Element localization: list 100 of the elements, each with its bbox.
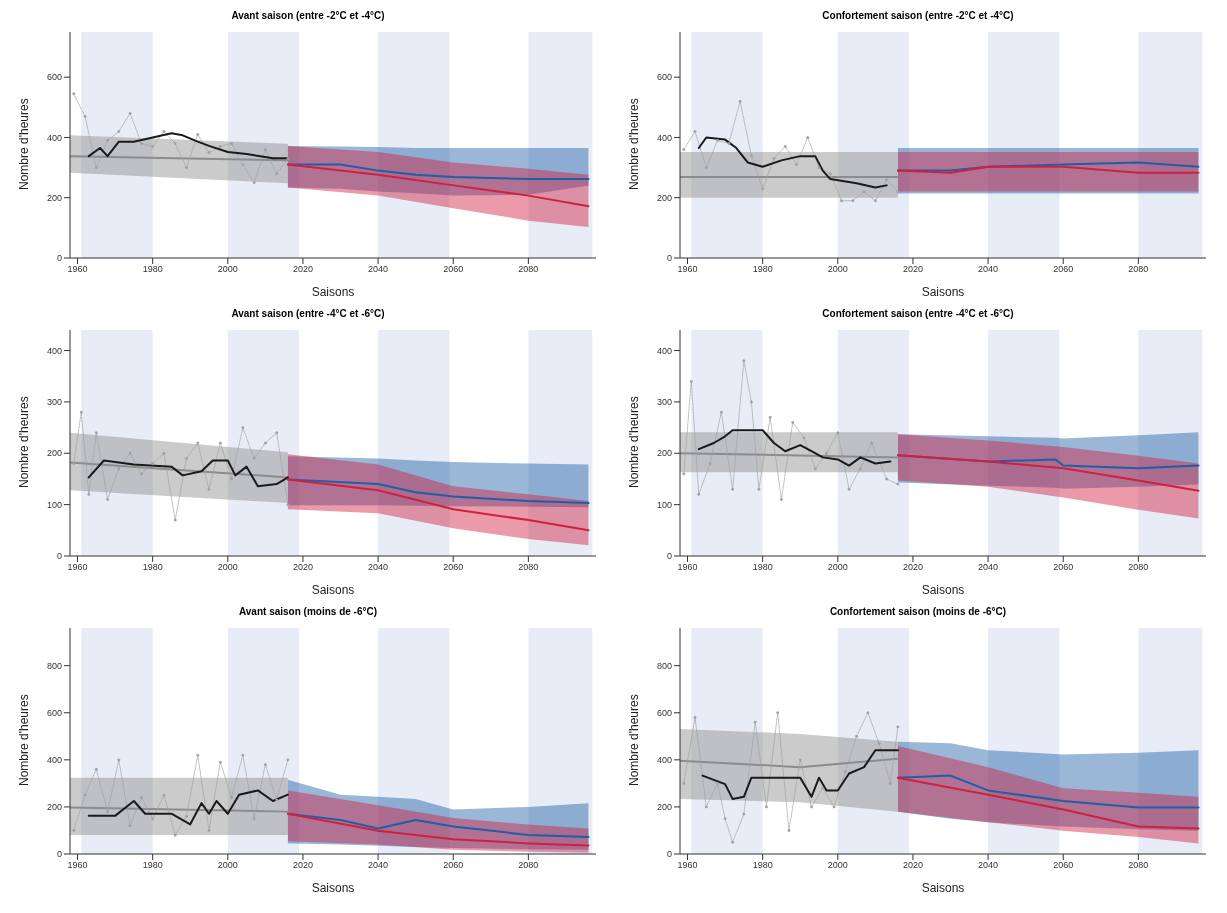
y-tick-label: 200: [656, 448, 672, 459]
y-tick-label: 0: [56, 551, 62, 562]
x-tick-label: 1980: [752, 860, 773, 871]
y-tick-label: 400: [656, 132, 672, 143]
y-tick-label: 400: [46, 132, 62, 143]
x-tick-label: 2080: [1128, 860, 1149, 871]
line-series: [286, 478, 590, 505]
line-series: [697, 136, 888, 189]
x-tick-label: 2020: [902, 562, 923, 573]
y-tick-label: 200: [46, 802, 62, 813]
y-tick-label: 400: [656, 345, 672, 356]
y-axis-title: Nombre d'heures: [17, 98, 32, 190]
y-tick-label: 400: [46, 755, 62, 766]
y-tick-label: 400: [656, 755, 672, 766]
y-tick-label: 200: [656, 192, 672, 203]
x-tick-label: 1960: [67, 562, 88, 573]
x-tick-label: 1960: [677, 264, 698, 275]
x-tick-label: 2000: [827, 562, 848, 573]
line-series: [286, 478, 590, 532]
line-series: [87, 789, 289, 826]
x-axis-title: Saisons: [311, 881, 355, 895]
x-tick-label: 2060: [1053, 860, 1074, 871]
y-tick-label: 200: [656, 802, 672, 813]
x-tick-label: 1960: [67, 264, 88, 275]
line-series: [87, 459, 289, 488]
x-tick-label: 1980: [142, 562, 163, 573]
x-tick-label: 2060: [443, 562, 464, 573]
y-tick-label: 0: [56, 849, 62, 860]
y-tick-label: 200: [46, 448, 62, 459]
x-tick-label: 2040: [978, 860, 999, 871]
x-tick-label: 2060: [443, 264, 464, 275]
y-axis-title: Nombre d'heures: [627, 694, 642, 786]
chart-title: Confortement saison (moins de -6°C): [828, 605, 1008, 619]
x-tick-label: 2080: [1128, 264, 1149, 275]
y-axis-title: Nombre d'heures: [17, 694, 32, 786]
x-tick-label: 2020: [292, 562, 313, 573]
x-tick-label: 1980: [752, 562, 773, 573]
x-axis-title: Saisons: [921, 583, 965, 597]
x-axis-title: Saisons: [311, 285, 355, 299]
line-series: [286, 812, 590, 847]
x-tick-label: 2060: [1053, 562, 1074, 573]
y-tick-label: 400: [46, 345, 62, 356]
y-tick-label: 0: [666, 253, 672, 264]
x-tick-label: 2000: [217, 860, 238, 871]
y-axis-title: Nombre d'heures: [627, 98, 642, 190]
x-tick-label: 2040: [978, 264, 999, 275]
x-tick-label: 2040: [368, 562, 389, 573]
y-tick-label: 600: [46, 707, 62, 718]
y-tick-label: 0: [56, 253, 62, 264]
x-tick-label: 1960: [677, 562, 698, 573]
chart-title: Avant saison (entre -4°C et -6°C): [230, 307, 386, 321]
line-series: [701, 749, 899, 800]
x-tick-label: 2080: [518, 860, 539, 871]
x-tick-label: 2000: [217, 562, 238, 573]
y-tick-label: 300: [46, 397, 62, 408]
y-tick-label: 0: [666, 849, 672, 860]
x-tick-label: 2060: [443, 860, 464, 871]
x-tick-label: 1980: [142, 264, 163, 275]
x-tick-label: 2020: [902, 860, 923, 871]
line-series: [682, 711, 900, 844]
chart-title: Confortement saison (entre -4°C et -6°C): [821, 307, 1015, 321]
x-tick-label: 1980: [142, 860, 163, 871]
line-series: [286, 163, 590, 208]
chart-title: Avant saison (entre -2°C et -4°C): [230, 9, 386, 23]
line-series: [896, 454, 1200, 492]
x-tick-label: 2040: [978, 562, 999, 573]
x-tick-label: 2080: [518, 562, 539, 573]
x-tick-label: 2080: [1128, 562, 1149, 573]
y-tick-label: 800: [656, 660, 672, 671]
y-tick-label: 0: [666, 551, 672, 562]
y-axis-title: Nombre d'heures: [17, 396, 32, 488]
y-tick-label: 800: [46, 660, 62, 671]
x-tick-label: 1980: [752, 264, 773, 275]
x-tick-label: 2000: [827, 860, 848, 871]
line-series: [697, 429, 892, 467]
line-series: [87, 132, 289, 160]
y-tick-label: 200: [46, 192, 62, 203]
x-axis-title: Saisons: [921, 285, 965, 299]
chart-title: Avant saison (moins de -6°C): [237, 605, 379, 619]
y-tick-label: 100: [656, 499, 672, 510]
chart-title: Confortement saison (entre -2°C et -4°C): [821, 9, 1015, 23]
x-tick-label: 2020: [902, 264, 923, 275]
y-tick-label: 300: [656, 397, 672, 408]
x-tick-label: 2060: [1053, 264, 1074, 275]
y-axis-title: Nombre d'heures: [627, 396, 642, 488]
x-tick-label: 1960: [67, 860, 88, 871]
y-tick-label: 600: [46, 72, 62, 83]
x-tick-label: 2040: [368, 264, 389, 275]
x-axis-title: Saisons: [921, 881, 965, 895]
x-tick-label: 2080: [518, 264, 539, 275]
y-tick-label: 100: [46, 499, 62, 510]
y-tick-label: 600: [656, 72, 672, 83]
x-tick-label: 2000: [217, 264, 238, 275]
x-axis-title: Saisons: [311, 583, 355, 597]
x-tick-label: 2000: [827, 264, 848, 275]
x-tick-label: 2040: [368, 860, 389, 871]
x-tick-label: 1960: [677, 860, 698, 871]
y-tick-label: 600: [656, 707, 672, 718]
line-series: [896, 776, 1200, 830]
x-tick-label: 2020: [292, 264, 313, 275]
